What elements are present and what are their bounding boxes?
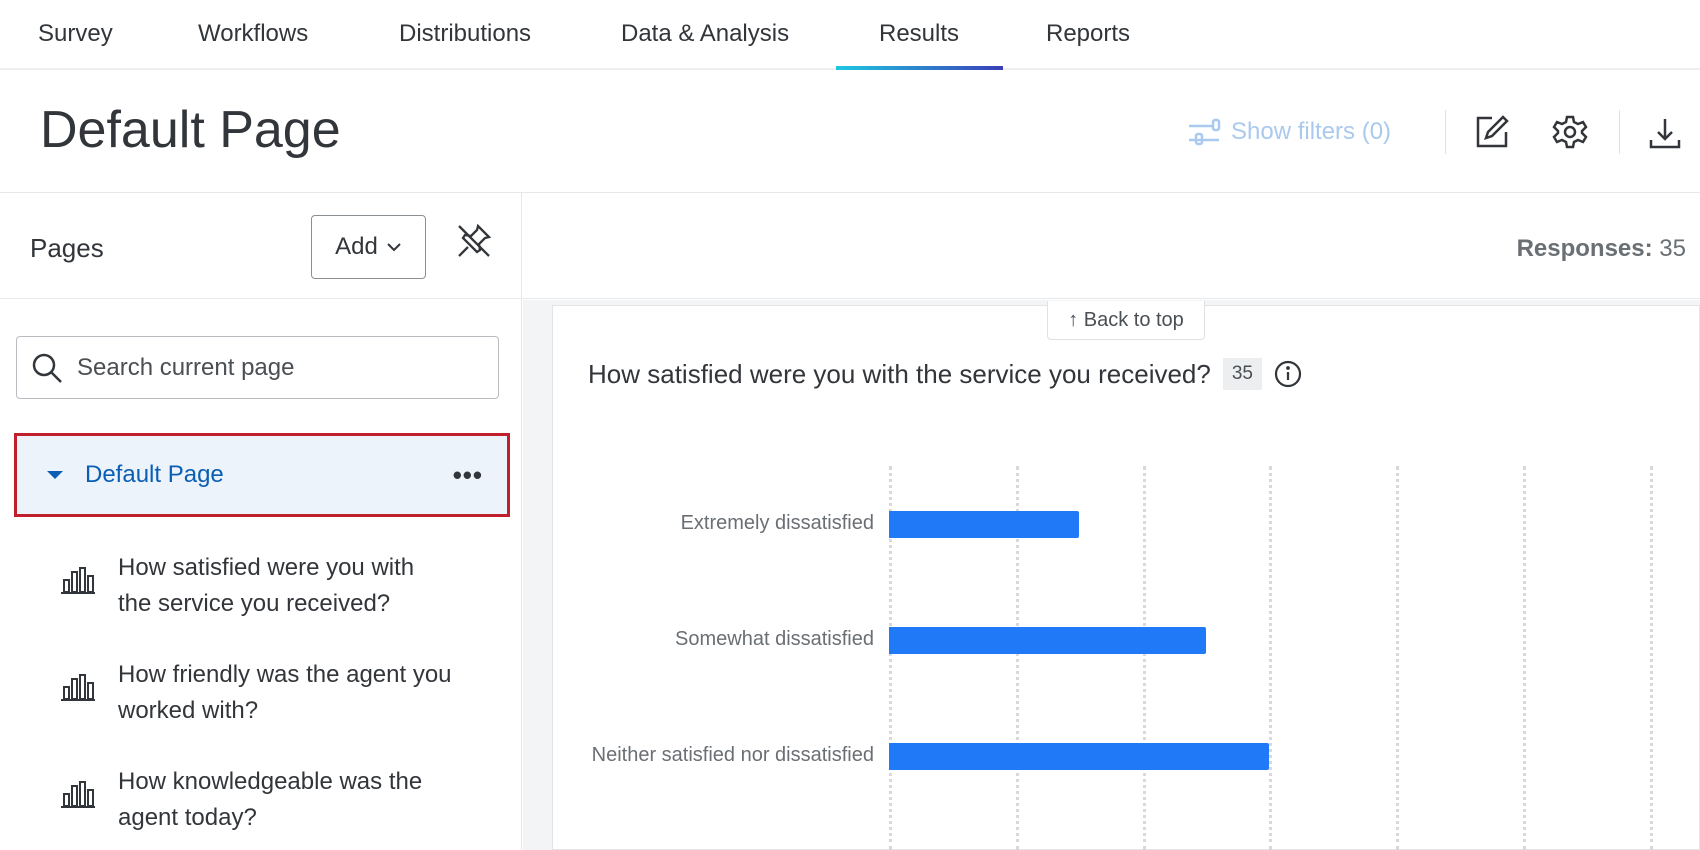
show-filters-button[interactable]: Show filters (0) xyxy=(1187,118,1391,146)
results-toolbar: Responses: 35 xyxy=(523,193,1700,299)
gridline xyxy=(1523,466,1526,850)
gridline xyxy=(1269,466,1273,850)
info-icon[interactable] xyxy=(1274,360,1302,388)
pages-header: Pages Add xyxy=(0,193,522,299)
question-title-row: How satisfied were you with the service … xyxy=(588,358,1302,390)
question-item[interactable]: How knowledgeable was the agent today? xyxy=(60,764,500,836)
tab-workflows[interactable]: Workflows xyxy=(198,20,309,47)
filter-icon xyxy=(1189,118,1221,146)
bar[interactable] xyxy=(889,743,1270,770)
gridline xyxy=(1649,466,1653,850)
response-count-badge: 35 xyxy=(1222,358,1262,390)
caret-down-icon[interactable] xyxy=(47,471,63,479)
responses-value: 35 xyxy=(1659,235,1686,262)
chevron-down-icon xyxy=(387,243,401,252)
edit-icon[interactable] xyxy=(1474,114,1510,150)
back-to-top-button[interactable]: ↑ Back to top xyxy=(1047,301,1205,340)
divider xyxy=(0,192,1700,193)
tab-data-analysis[interactable]: Data & Analysis xyxy=(621,20,790,47)
bar-chart-icon xyxy=(61,781,95,808)
question-line: How satisfied were you with xyxy=(118,554,415,581)
gridline xyxy=(1142,466,1146,850)
add-button[interactable]: Add xyxy=(311,215,426,279)
bar-label: Extremely dissatisfied xyxy=(680,512,874,534)
add-label: Add xyxy=(335,233,378,260)
divider xyxy=(1619,110,1620,154)
download-icon[interactable] xyxy=(1648,116,1682,150)
divider xyxy=(1445,110,1446,154)
bar-chart-icon xyxy=(61,674,95,701)
bar[interactable] xyxy=(889,511,1080,538)
responses-label: Responses: xyxy=(1516,235,1653,262)
question-item[interactable]: How friendly was the agent you worked wit… xyxy=(60,657,500,729)
more-options-icon[interactable]: ••• xyxy=(452,459,483,490)
pages-title: Pages xyxy=(30,233,104,263)
bar[interactable] xyxy=(889,627,1206,654)
bar-chart-icon xyxy=(61,567,95,594)
page-title: Default Page xyxy=(40,101,341,159)
question-line: agent today? xyxy=(118,804,257,831)
question-line: How knowledgeable was the xyxy=(118,768,423,795)
question-title: How satisfied were you with the service … xyxy=(588,358,1211,389)
question-line: the service you received? xyxy=(118,590,391,617)
gear-icon[interactable] xyxy=(1552,114,1588,150)
bar-label: Neither satisfied nor dissatisfied xyxy=(591,744,874,766)
page-item-label: Default Page xyxy=(85,461,224,488)
tab-reports[interactable]: Reports xyxy=(1046,20,1131,47)
gridline xyxy=(889,466,892,850)
unpin-icon[interactable] xyxy=(456,223,492,259)
gridline xyxy=(1015,466,1019,850)
search-input[interactable] xyxy=(77,353,477,382)
show-filters-label: Show filters (0) xyxy=(1231,118,1392,145)
question-item[interactable]: How satisfied were you with the service y… xyxy=(60,550,500,622)
bar-label: Somewhat dissatisfied xyxy=(675,628,874,650)
question-line: How friendly was the agent you xyxy=(118,661,452,688)
question-line: worked with? xyxy=(118,697,259,724)
responses-count: Responses: 35 xyxy=(1517,235,1686,263)
pages-sidebar: Pages Add Default Page ••• How satisfied… xyxy=(0,193,522,850)
top-nav: Survey Workflows Distributions Data & An… xyxy=(0,0,1700,70)
tab-distributions[interactable]: Distributions xyxy=(399,20,532,47)
active-tab-indicator xyxy=(836,66,1003,70)
search-field[interactable] xyxy=(16,336,499,399)
tab-results[interactable]: Results xyxy=(879,20,960,47)
page-item-default-page[interactable]: Default Page ••• xyxy=(14,433,510,517)
gridline xyxy=(1396,466,1400,850)
search-icon xyxy=(32,353,62,383)
tab-survey[interactable]: Survey xyxy=(38,20,113,47)
